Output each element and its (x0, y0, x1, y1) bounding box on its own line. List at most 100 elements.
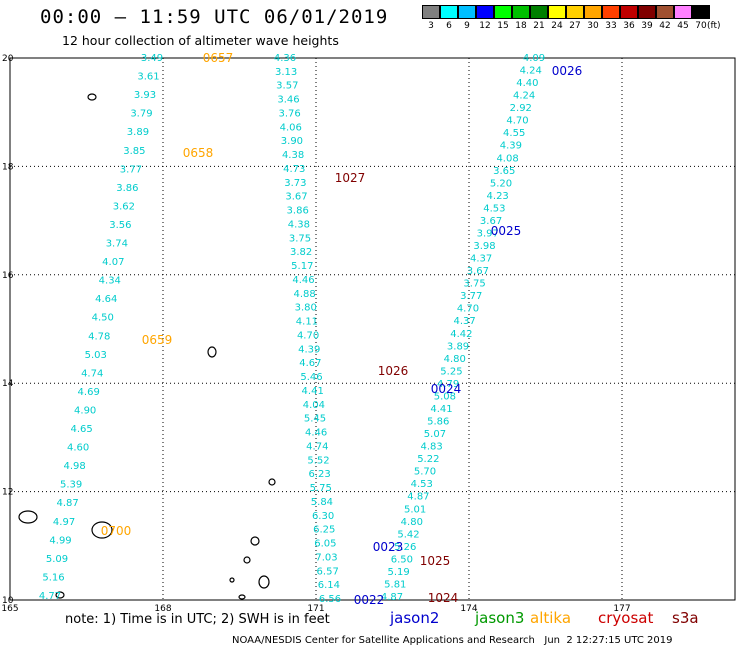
scale-label: 6 (446, 21, 452, 31)
lat-tick-label: 16 (2, 271, 14, 281)
island (238, 594, 246, 600)
wave-height-value: 4.99 (49, 535, 71, 546)
wave-height-value: 4.09 (523, 53, 545, 64)
scale-label: 12 (479, 21, 491, 31)
wave-height-value: 5.22 (417, 454, 439, 465)
wave-height-value: 4.79 (437, 379, 459, 390)
wave-height-value: 5.75 (310, 483, 332, 494)
scale-label: 18 (515, 21, 527, 31)
wave-height-value: 4.78 (88, 331, 110, 342)
wave-height-value: 4.41 (302, 386, 324, 397)
island (258, 575, 270, 589)
wave-height-value: 5.07 (424, 429, 446, 440)
wave-height-value: 3.57 (276, 81, 298, 92)
scale-swatch (512, 5, 530, 19)
credit-line: NOAA/NESDIS Center for Satellite Applica… (232, 635, 673, 646)
lon-tick-label: 165 (1, 604, 18, 614)
wave-height-value: 4.06 (280, 122, 302, 133)
map-frame (9, 57, 736, 601)
wave-height-value: 5.39 (60, 480, 82, 491)
pass-time-label: 1025 (420, 554, 451, 568)
wave-height-value: 4.70 (457, 304, 479, 315)
pass-time-label: 0025 (491, 224, 522, 238)
wave-height-value: 5.70 (414, 467, 436, 478)
footer-note: note: 1) Time is in UTC; 2) SWH is in fe… (65, 612, 330, 627)
wave-height-value: 4.65 (71, 424, 93, 435)
pass-time-label: 0658 (183, 146, 214, 160)
wave-height-value: 4.87 (407, 492, 429, 503)
pass-time-label: 0023 (373, 540, 404, 554)
satellite-legend-item: s3a (672, 609, 699, 627)
wave-height-value: 6.50 (391, 554, 413, 565)
wave-height-value: 4.40 (516, 78, 538, 89)
wave-height-value: 5.19 (387, 567, 409, 578)
wave-height-value: 4.23 (487, 191, 509, 202)
wave-height-value: 3.75 (289, 233, 311, 244)
wave-height-value: 4.90 (74, 405, 96, 416)
wave-height-value: 3.93 (134, 90, 156, 101)
wave-height-value: 4.37 (470, 254, 492, 265)
pass-time-label: 0657 (203, 51, 234, 65)
wave-height-value: 3.75 (463, 279, 485, 290)
wave-height-value: 4.38 (288, 219, 310, 230)
scale-swatch (458, 5, 476, 19)
island (250, 536, 260, 546)
wave-height-value: 5.42 (397, 529, 419, 540)
wave-height-value: 4.60 (67, 443, 89, 454)
wave-height-value: 4.88 (293, 289, 315, 300)
pass-time-label: 1024 (428, 591, 459, 605)
map-grid (10, 58, 735, 600)
wave-height-value: 5.45 (304, 414, 326, 425)
wave-height-value: 3.62 (113, 201, 135, 212)
wave-height-value: 4.24 (520, 66, 542, 77)
lat-tick-label: 18 (2, 162, 14, 172)
satellite-legend-item: altika (530, 609, 572, 627)
wave-height-value: 4.41 (430, 404, 452, 415)
wave-height-value: 4.64 (95, 294, 117, 305)
lon-tick-label: 168 (154, 604, 171, 614)
scale-swatch (584, 5, 602, 19)
wave-height-value: 5.25 (440, 366, 462, 377)
wave-height-value: 3.98 (473, 241, 495, 252)
wave-height-value: 4.80 (444, 354, 466, 365)
wave-height-value: 5.16 (42, 572, 64, 583)
lon-tick-label: 174 (460, 604, 477, 614)
wave-height-value: 3.86 (116, 183, 138, 194)
wave-height-value: 4.98 (63, 461, 85, 472)
wave-height-value: 4.07 (102, 257, 124, 268)
wave-height-value: 6.56 (319, 594, 341, 605)
wave-height-value: 3.80 (295, 303, 317, 314)
wave-height-value: 5.84 (311, 497, 333, 508)
wave-height-value: 4.74 (306, 441, 328, 452)
wave-height-value: 4.39 (298, 344, 320, 355)
wave-height-value: 3.79 (130, 109, 152, 120)
wave-height-value: 3.74 (106, 239, 128, 250)
lat-tick-label: 14 (2, 379, 14, 389)
wave-height-value: 5.52 (307, 455, 329, 466)
wave-height-value: 4.69 (78, 387, 100, 398)
island (229, 577, 235, 583)
wave-height-value: 4.36 (274, 53, 296, 64)
scale-swatch (494, 5, 512, 19)
scale-label: 27 (569, 21, 581, 31)
wave-height-value: 5.01 (404, 504, 426, 515)
pass-time-label: 0659 (142, 333, 173, 347)
wave-height-value: 4.87 (381, 592, 403, 603)
wave-height-value: 4.87 (56, 498, 78, 509)
scale-swatch (656, 5, 674, 19)
color-scale-unit: (ft) (707, 21, 721, 31)
wave-height-value: 4.38 (282, 150, 304, 161)
wave-height-value: 4.39 (500, 141, 522, 152)
wave-height-value: 5.81 (384, 579, 406, 590)
lat-tick-label: 10 (2, 596, 14, 606)
wave-height-value: 3.85 (123, 146, 145, 157)
wave-height-value: 4.70 (506, 116, 528, 127)
pass-time-label: 1026 (378, 364, 409, 378)
wave-height-value: 4.46 (305, 428, 327, 439)
wave-height-value: 4.53 (411, 479, 433, 490)
scale-label: 24 (551, 21, 563, 31)
wave-height-value: 6.30 (312, 511, 334, 522)
wave-height-value: 4.55 (503, 128, 525, 139)
wave-height-value: 3.77 (460, 291, 482, 302)
